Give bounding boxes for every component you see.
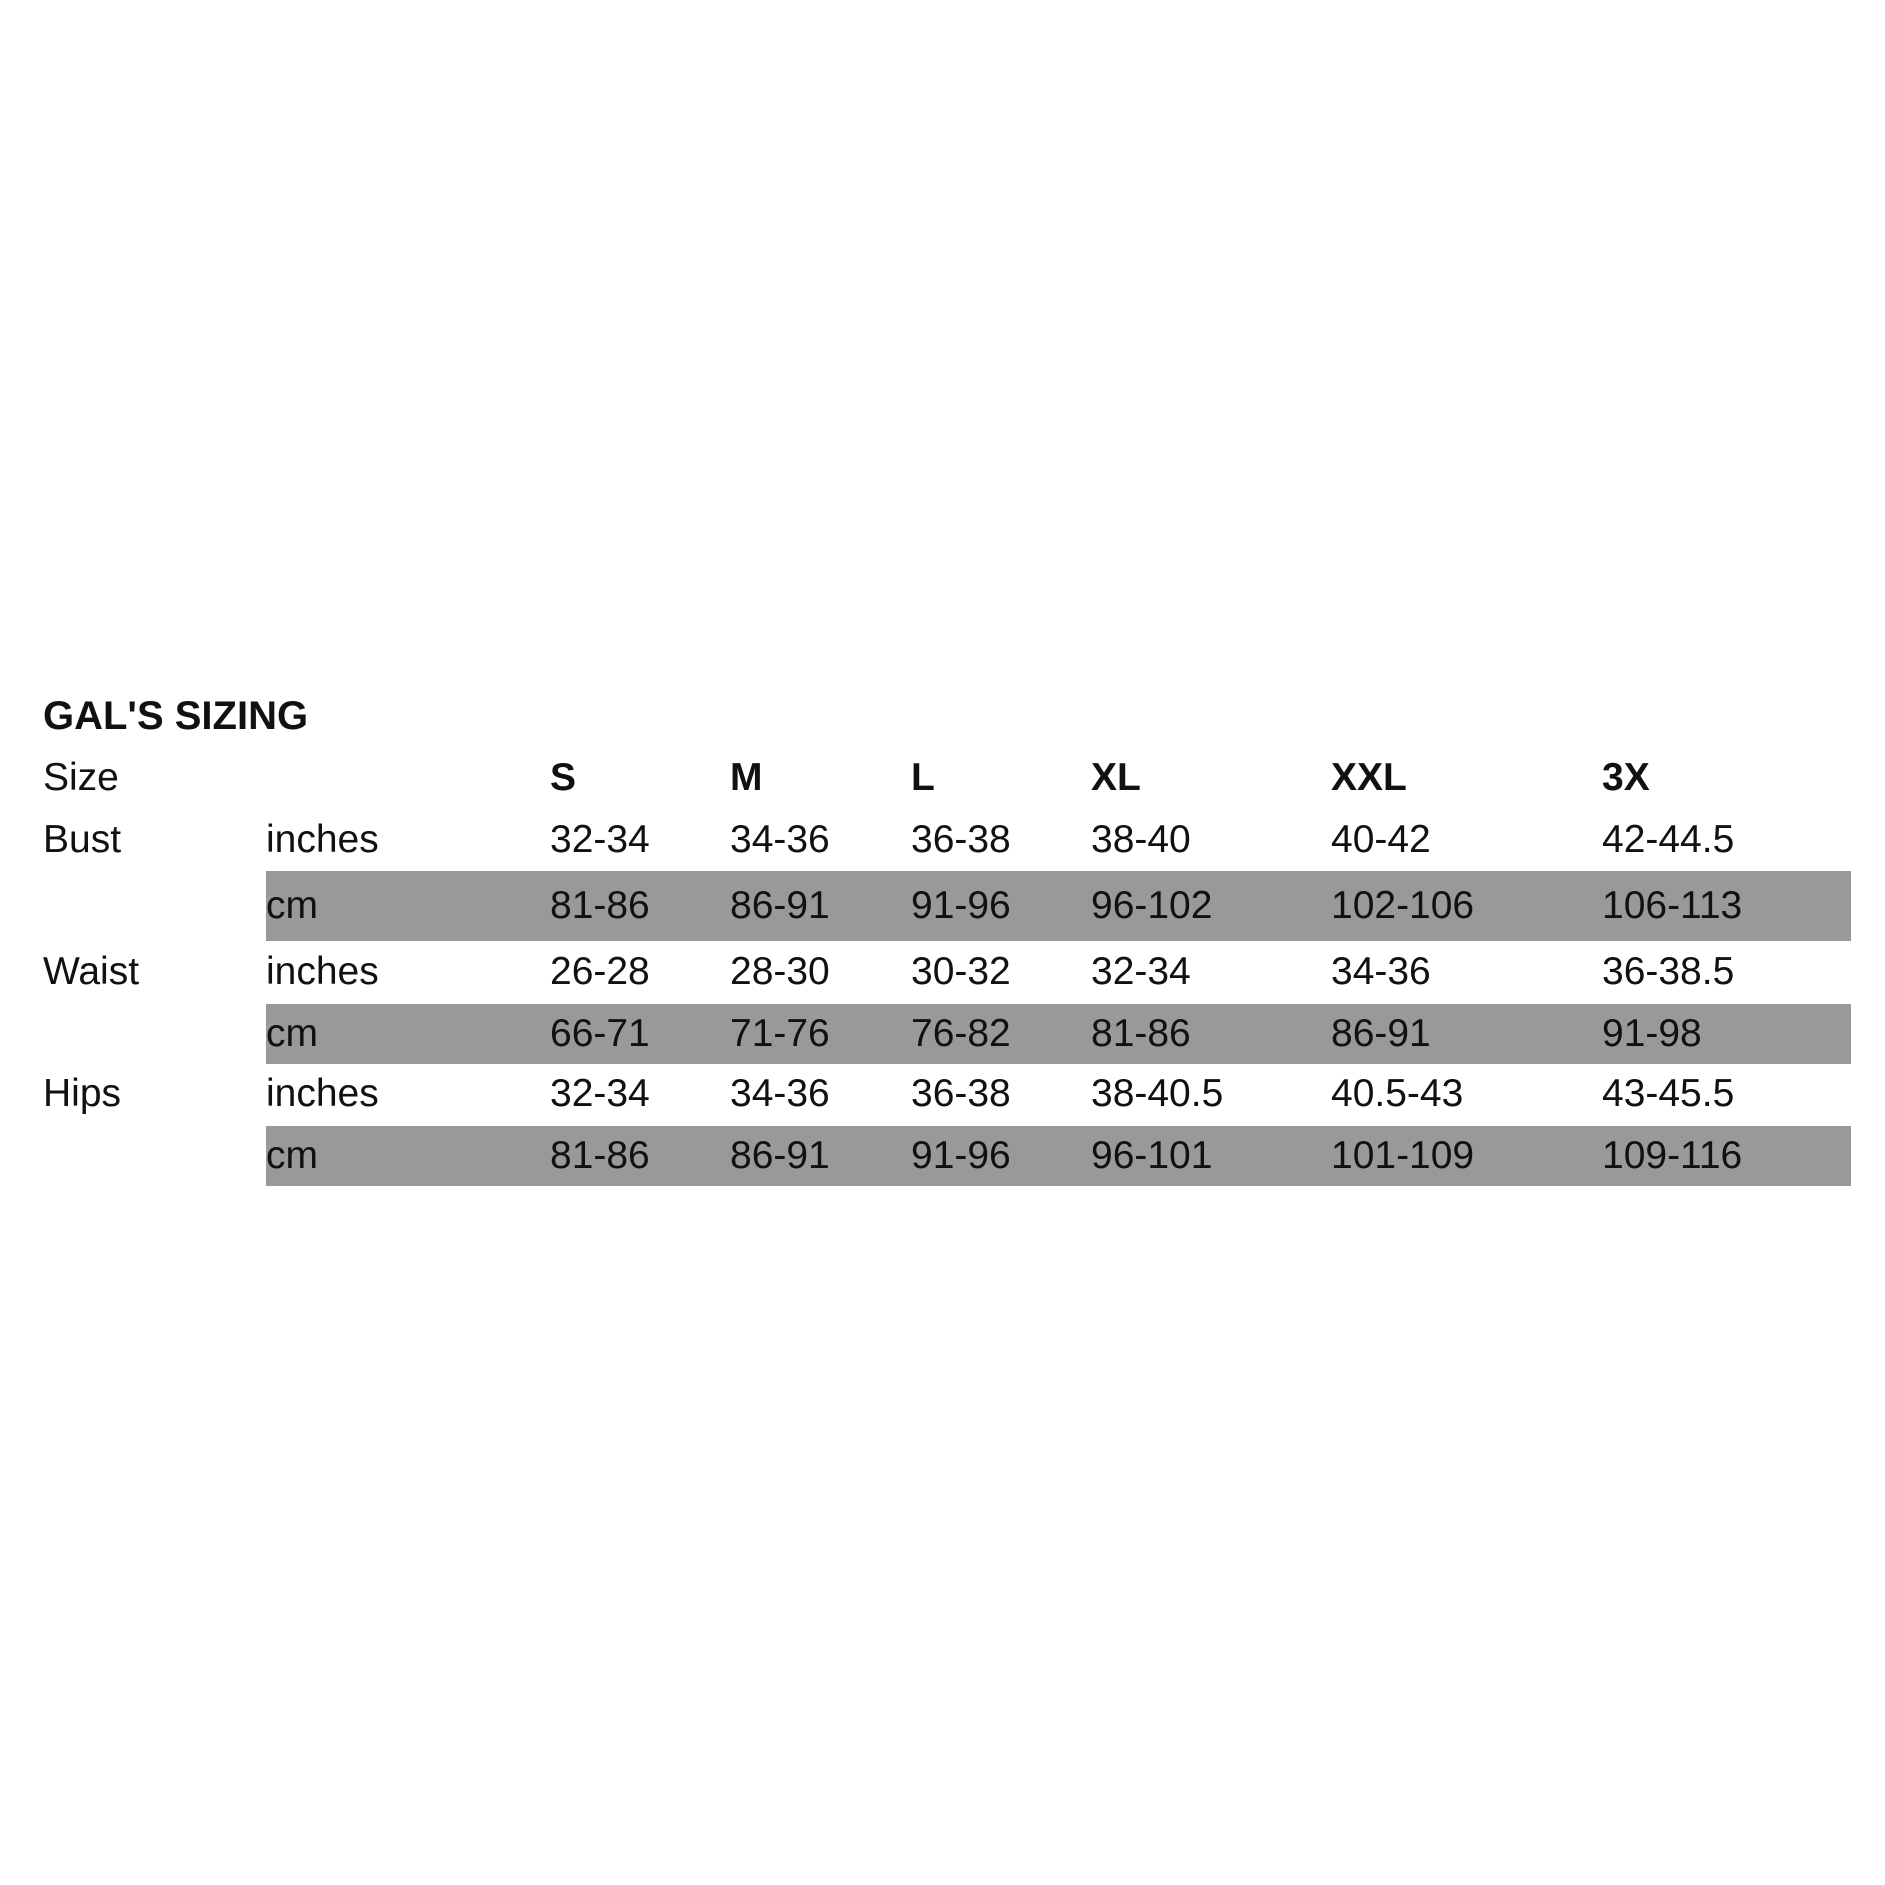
size-3x: 3X: [1602, 756, 1650, 799]
row-shading: [266, 1126, 1851, 1186]
size-value: 71-76: [730, 1012, 830, 1055]
size-value: 26-28: [550, 950, 650, 993]
size-value: 96-101: [1091, 1134, 1213, 1177]
size-value: 66-71: [550, 1012, 650, 1055]
size-value: 38-40.5: [1091, 1072, 1224, 1115]
chart-title: GAL'S SIZING: [43, 694, 309, 738]
measure-label: Waist: [43, 950, 140, 993]
size-value: 30-32: [911, 950, 1011, 993]
size-value: 86-91: [1331, 1012, 1431, 1055]
size-value: 43-45.5: [1602, 1072, 1735, 1115]
size-value: 36-38: [911, 818, 1011, 861]
measure-label: Hips: [43, 1072, 122, 1115]
size-value: 28-30: [730, 950, 830, 993]
measure-label: Bust: [43, 818, 122, 861]
size-value: 109-116: [1602, 1134, 1743, 1177]
table-row: cm 66-71 71-76 76-82 81-86 86-91 91-98: [0, 1010, 1885, 1058]
size-value: 96-102: [1091, 884, 1213, 927]
size-value: 86-91: [730, 884, 830, 927]
table-row: Hips inches 32-34 34-36 36-38 38-40.5 40.5-43 4…: [0, 1070, 1885, 1118]
header-row: Size S M L XL XXL 3X: [0, 754, 1885, 802]
unit-label: cm: [266, 1012, 318, 1055]
size-value: 91-98: [1602, 1012, 1702, 1055]
size-value: 40.5-43: [1331, 1072, 1464, 1115]
size-value: 76-82: [911, 1012, 1011, 1055]
size-value: 106-113: [1602, 884, 1743, 927]
size-value: 86-91: [730, 1134, 830, 1177]
table-row: cm 81-86 86-91 91-96 96-101 101-109 109-116: [0, 1132, 1885, 1180]
size-value: 81-86: [550, 884, 650, 927]
table-row: Bust inches 32-34 34-36 36-38 38-40 40-42 42-44…: [0, 816, 1885, 864]
unit-label: inches: [266, 818, 379, 861]
size-value: 32-34: [1091, 950, 1191, 993]
table-row: Waist inches 26-28 28-30 30-32 32-34 34-36 36-3…: [0, 948, 1885, 996]
unit-label: cm: [266, 884, 318, 927]
unit-label: inches: [266, 1072, 379, 1115]
row-shading: [266, 1004, 1851, 1064]
size-xl: XL: [1091, 756, 1141, 799]
size-xxl: XXL: [1331, 756, 1407, 799]
size-value: 34-36: [730, 1072, 830, 1115]
size-m: M: [730, 756, 763, 799]
table-row: cm 81-86 86-91 91-96 96-102 102-106 106-113: [0, 882, 1885, 930]
size-value: 34-36: [730, 818, 830, 861]
size-value: 32-34: [550, 1072, 650, 1115]
size-value: 102-106: [1331, 884, 1475, 927]
size-value: 81-86: [550, 1134, 650, 1177]
size-value: 81-86: [1091, 1012, 1191, 1055]
size-value: 91-96: [911, 884, 1011, 927]
size-s: S: [550, 756, 577, 799]
header-label: Size: [43, 756, 119, 799]
size-value: 36-38.5: [1602, 950, 1735, 993]
size-value: 91-96: [911, 1134, 1011, 1177]
unit-label: inches: [266, 950, 379, 993]
size-value: 34-36: [1331, 950, 1431, 993]
size-l: L: [911, 756, 935, 799]
size-value: 32-34: [550, 818, 650, 861]
size-value: 38-40: [1091, 818, 1191, 861]
size-value: 40-42: [1331, 818, 1431, 861]
row-shading: [266, 871, 1851, 941]
unit-label: cm: [266, 1134, 318, 1177]
size-value: 42-44.5: [1602, 818, 1735, 861]
size-value: 101-109: [1331, 1134, 1475, 1177]
size-value: 36-38: [911, 1072, 1011, 1115]
